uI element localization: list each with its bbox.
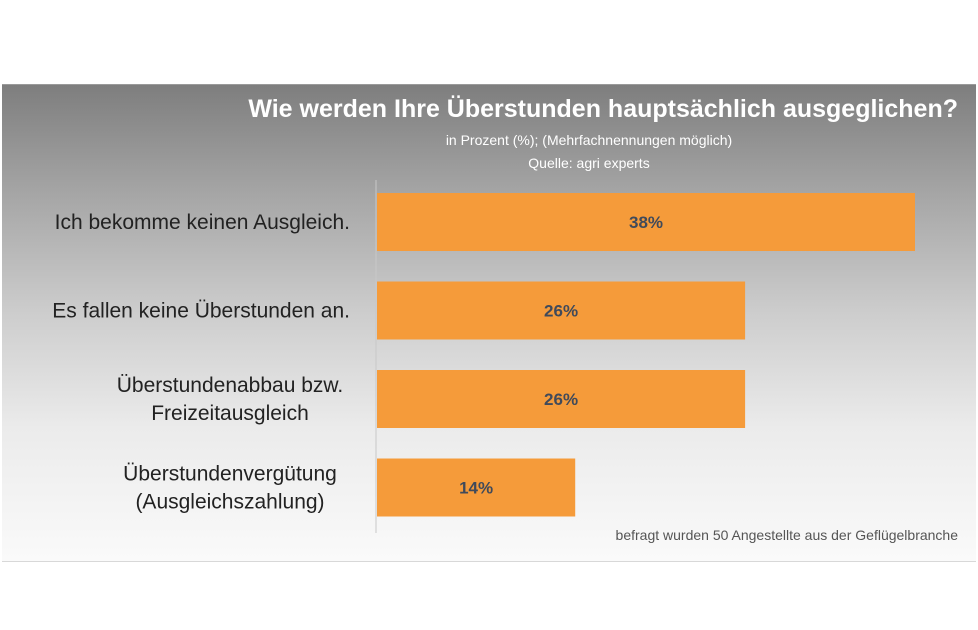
bar-chart: 38% Ich bekomme keinen Ausgleich. 26% Es fa… [52,180,915,533]
chart-title: Wie werden Ihre Überstunden hauptsächlic… [248,95,958,123]
bar-value-label-3: 14% [459,479,493,498]
bar-value-label-1: 26% [544,302,578,321]
chart-source: Quelle: agri experts [528,155,650,171]
bar-0 [377,193,915,251]
category-label-line: Es fallen keine Überstunden an. [52,300,350,323]
bar-3 [377,458,576,517]
category-label-line: Freizeitausgleich [151,402,309,425]
category-label-1: Es fallen keine Überstunden an. [52,300,350,323]
category-label-line: Überstundenvergütung [123,463,337,486]
bar-value-label-2: 26% [544,390,578,409]
category-label-line: Ich bekomme keinen Ausgleich. [55,211,350,234]
category-label-line: Überstundenabbau bzw. [117,374,344,397]
category-label-0: Ich bekomme keinen Ausgleich. [55,211,350,234]
bar-value-label-0: 38% [629,213,663,232]
category-label-line: (Ausgleichszahlung) [135,491,324,514]
chart-subtitle: in Prozent (%); (Mehrfachnennungen mögli… [445,132,733,148]
bar-2 [377,370,746,428]
category-label-2: Überstundenabbau bzw. Freizeitausgleich [117,374,344,425]
bar-1 [377,281,746,340]
category-label-3: Überstundenvergütung (Ausgleichszahlung) [123,463,337,514]
chart-panel: Wie werden Ihre Überstunden hauptsächlic… [2,84,976,562]
chart-footnote: befragt wurden 50 Angestellte aus der Ge… [615,527,958,543]
